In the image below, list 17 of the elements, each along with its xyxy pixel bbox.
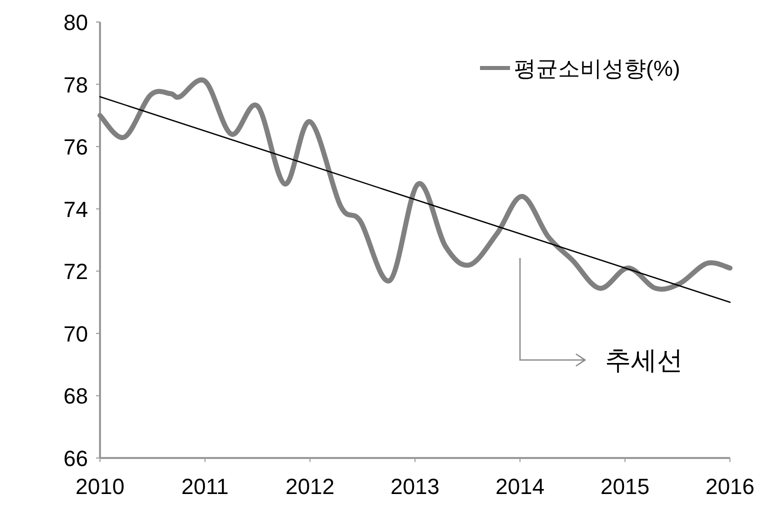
y-tick-label: 78 [64,72,88,98]
y-tick-label: 70 [64,321,88,346]
y-tick-label: 80 [64,10,88,35]
y-tick-label: 76 [64,134,88,160]
annotation: 추세선 [605,345,683,375]
y-tick-label: 66 [64,446,88,471]
x-tick-label: 2013 [390,474,440,499]
x-tick-label: 2011 [181,474,229,499]
x-tick-label: 2015 [600,474,650,499]
y-tick-label: 74 [64,196,88,222]
y-tick-label: 72 [64,259,88,284]
legend-label: 평균소비성향(%) [514,56,680,81]
x-tick-label: 2014 [496,474,544,499]
x-tick-label: 2010 [76,474,124,499]
x-tick-label: 2012 [286,474,334,499]
y-tick-label: 68 [64,384,88,409]
x-tick-label: 2016 [706,474,754,499]
